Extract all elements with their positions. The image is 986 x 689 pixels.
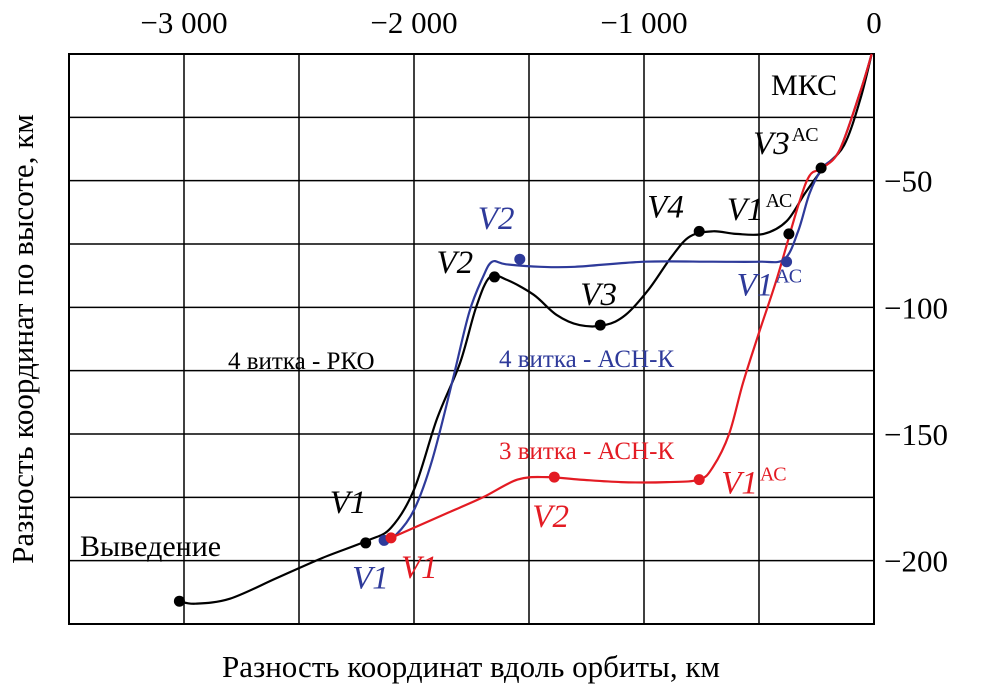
y-tick-label: −150 xyxy=(884,417,948,452)
x-axis-title: Разность координат вдоль орбиты, км xyxy=(222,649,720,684)
data-point-label: V1 АС xyxy=(721,464,786,502)
x-tick-label: −3 000 xyxy=(140,5,227,40)
grid xyxy=(69,54,874,624)
data-point xyxy=(815,162,827,174)
series-line-asnk-4-orbits xyxy=(383,53,873,542)
series-points xyxy=(173,162,827,607)
data-point xyxy=(693,225,705,237)
data-point xyxy=(548,471,560,483)
data-point xyxy=(781,256,793,268)
legend-label-blue: 4 витка - АСН-К xyxy=(499,346,674,373)
data-point-label: V3 АС xyxy=(753,124,818,162)
y-axis-title: Разность координат по высоте, км xyxy=(5,114,40,564)
data-point xyxy=(360,537,372,549)
data-point-label: V4 xyxy=(647,189,684,225)
data-point-label: V1 xyxy=(330,485,367,521)
data-point xyxy=(783,228,795,240)
data-point xyxy=(594,319,606,331)
data-point xyxy=(514,253,526,265)
data-point-label: V1 xyxy=(401,550,438,586)
legend-label-red: 3 витка - АСН-К xyxy=(499,438,674,465)
x-tick-label: −1 000 xyxy=(600,5,687,40)
data-point xyxy=(385,532,397,544)
x-tick-label: 0 xyxy=(866,5,882,40)
data-point-label: V3 xyxy=(580,277,617,313)
data-point xyxy=(173,595,185,607)
data-point-label: V2 xyxy=(478,201,515,237)
data-point-label: V2 xyxy=(437,245,474,281)
data-point-label: V1 АС xyxy=(737,266,802,304)
y-tick-labels: −50 −100 −150 −200 xyxy=(884,164,948,579)
data-point xyxy=(693,474,705,486)
data-point-label: V2 xyxy=(532,499,569,535)
y-tick-label: −50 xyxy=(884,164,932,199)
y-tick-label: −200 xyxy=(884,544,948,579)
x-tick-label: −2 000 xyxy=(370,5,457,40)
y-tick-label: −100 xyxy=(884,290,948,325)
annotation-launch: Выведение xyxy=(80,530,221,563)
data-point-label: V1 АС xyxy=(727,190,792,228)
data-point-label: V1 xyxy=(352,560,389,596)
annotation-iss: МКС xyxy=(771,69,837,102)
data-point xyxy=(489,271,500,283)
x-tick-labels: −3 000 −2 000 −1 000 0 xyxy=(140,5,881,40)
plot-frame xyxy=(68,53,875,625)
legend-label-black: 4 витка - РКО xyxy=(228,348,375,375)
